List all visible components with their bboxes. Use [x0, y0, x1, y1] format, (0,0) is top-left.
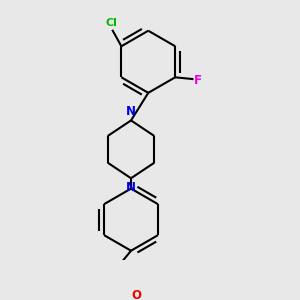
Text: O: O: [131, 289, 141, 300]
Text: N: N: [126, 181, 136, 194]
Text: F: F: [194, 74, 202, 87]
Text: Cl: Cl: [106, 18, 118, 28]
Text: N: N: [126, 105, 136, 118]
